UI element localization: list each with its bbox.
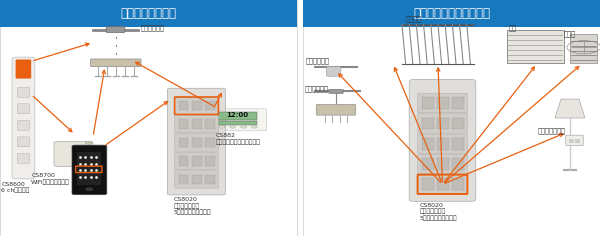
FancyBboxPatch shape (17, 153, 29, 163)
FancyBboxPatch shape (54, 142, 93, 166)
FancyBboxPatch shape (175, 171, 218, 188)
FancyBboxPatch shape (316, 104, 356, 115)
FancyBboxPatch shape (303, 0, 600, 236)
FancyBboxPatch shape (437, 178, 449, 190)
FancyBboxPatch shape (179, 101, 188, 110)
Circle shape (219, 126, 225, 128)
FancyBboxPatch shape (205, 138, 215, 147)
FancyBboxPatch shape (409, 80, 476, 201)
FancyBboxPatch shape (422, 138, 434, 150)
Polygon shape (555, 99, 585, 118)
Text: スタンドライト: スタンドライト (538, 127, 566, 134)
FancyBboxPatch shape (422, 158, 434, 170)
FancyBboxPatch shape (17, 137, 29, 147)
Text: CS8700
WiFiコントローラー: CS8700 WiFiコントローラー (31, 173, 70, 185)
FancyBboxPatch shape (418, 175, 467, 194)
FancyBboxPatch shape (418, 93, 467, 113)
Circle shape (85, 141, 92, 144)
FancyBboxPatch shape (566, 135, 583, 146)
Circle shape (230, 126, 236, 128)
FancyBboxPatch shape (422, 97, 434, 109)
FancyBboxPatch shape (179, 156, 188, 166)
FancyBboxPatch shape (175, 152, 218, 170)
Text: シャンデリア: シャンデリア (304, 85, 328, 92)
Text: ダウンライト: ダウンライト (306, 58, 330, 64)
FancyBboxPatch shape (17, 120, 29, 130)
FancyBboxPatch shape (205, 101, 215, 110)
FancyBboxPatch shape (205, 175, 215, 184)
Circle shape (86, 188, 93, 191)
FancyBboxPatch shape (175, 115, 218, 133)
FancyBboxPatch shape (16, 59, 31, 79)
FancyBboxPatch shape (452, 158, 464, 170)
FancyBboxPatch shape (0, 0, 297, 236)
FancyBboxPatch shape (218, 121, 257, 125)
FancyBboxPatch shape (437, 158, 449, 170)
FancyBboxPatch shape (106, 26, 125, 33)
FancyBboxPatch shape (17, 87, 29, 97)
FancyBboxPatch shape (569, 139, 574, 143)
FancyBboxPatch shape (303, 0, 600, 27)
Text: CS8020
ウォールタイプ
5チャンネルリモコン: CS8020 ウォールタイプ 5チャンネルリモコン (174, 197, 212, 215)
FancyBboxPatch shape (326, 67, 341, 76)
Text: CS882
タクトロタイマーリモコン: CS882 タクトロタイマーリモコン (216, 133, 261, 145)
FancyBboxPatch shape (422, 118, 434, 129)
Circle shape (241, 126, 247, 128)
FancyBboxPatch shape (507, 30, 564, 63)
Text: 換気扇: 換気扇 (564, 31, 576, 37)
FancyBboxPatch shape (179, 119, 188, 129)
FancyBboxPatch shape (192, 138, 202, 147)
FancyBboxPatch shape (452, 118, 464, 129)
FancyBboxPatch shape (175, 97, 218, 114)
FancyBboxPatch shape (218, 112, 257, 120)
FancyBboxPatch shape (192, 175, 202, 184)
FancyBboxPatch shape (452, 138, 464, 150)
FancyBboxPatch shape (205, 119, 215, 129)
Text: カーテン: カーテン (406, 15, 422, 22)
Text: シャンデリア: シャンデリア (141, 25, 165, 31)
Circle shape (251, 126, 257, 128)
FancyBboxPatch shape (192, 101, 202, 110)
FancyBboxPatch shape (0, 0, 297, 27)
FancyBboxPatch shape (12, 57, 35, 179)
FancyBboxPatch shape (77, 152, 101, 185)
Text: 雨戸: 雨戸 (509, 25, 517, 31)
FancyBboxPatch shape (452, 97, 464, 109)
FancyBboxPatch shape (17, 104, 29, 114)
Text: ボタンひとつで一斉操作: ボタンひとつで一斉操作 (413, 7, 490, 20)
FancyBboxPatch shape (192, 156, 202, 166)
FancyBboxPatch shape (422, 178, 434, 190)
FancyBboxPatch shape (418, 154, 467, 174)
FancyBboxPatch shape (167, 88, 226, 195)
FancyBboxPatch shape (437, 138, 449, 150)
FancyBboxPatch shape (175, 134, 218, 151)
Text: 12:00: 12:00 (226, 112, 248, 118)
Text: どこからでも操作: どこからでも操作 (121, 7, 176, 20)
FancyBboxPatch shape (205, 156, 215, 166)
FancyBboxPatch shape (179, 175, 188, 184)
FancyBboxPatch shape (72, 145, 107, 195)
FancyBboxPatch shape (452, 178, 464, 190)
FancyBboxPatch shape (418, 134, 467, 153)
FancyBboxPatch shape (575, 139, 580, 143)
FancyBboxPatch shape (192, 119, 202, 129)
Text: CS8600
6 chリモコン: CS8600 6 chリモコン (1, 182, 29, 193)
FancyBboxPatch shape (329, 89, 343, 94)
FancyBboxPatch shape (179, 138, 188, 147)
FancyBboxPatch shape (418, 114, 467, 133)
FancyBboxPatch shape (437, 97, 449, 109)
FancyBboxPatch shape (437, 118, 449, 129)
FancyBboxPatch shape (211, 109, 266, 131)
FancyBboxPatch shape (91, 59, 141, 67)
Text: CS8020
ウォールタイプ
5チャンネルリモコン: CS8020 ウォールタイプ 5チャンネルリモコン (420, 203, 458, 221)
FancyBboxPatch shape (570, 34, 597, 63)
